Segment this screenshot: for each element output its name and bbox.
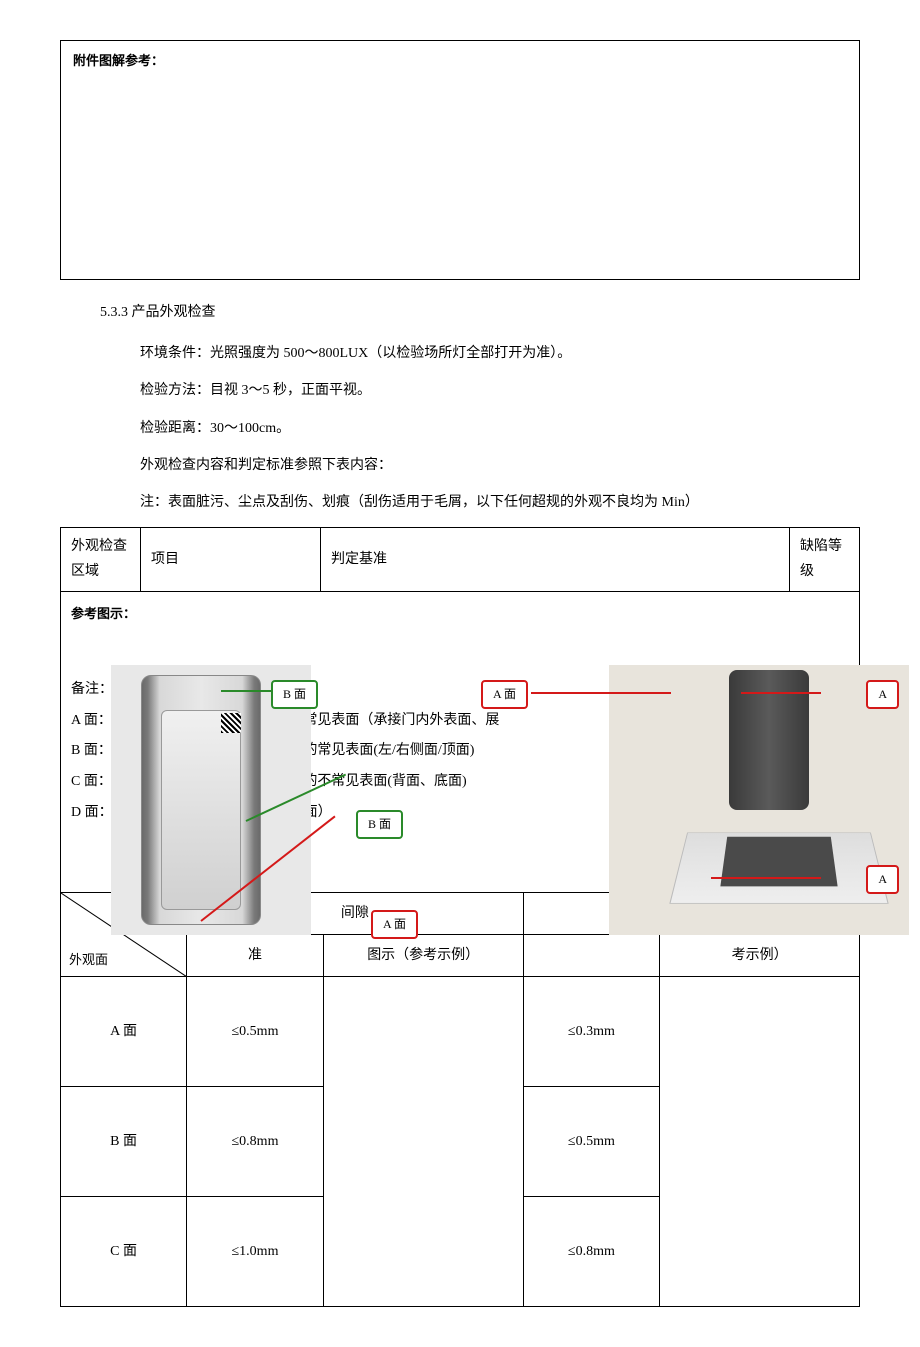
face-d-label: D 面： <box>71 805 113 820</box>
face-cell: C 面 <box>61 1196 187 1306</box>
img-header-2: 考示例） <box>660 934 860 976</box>
criteria-table: 外观检查区域 项目 判定基准 缺陷等级 <box>60 527 860 591</box>
gap-std-cell: ≤1.0mm <box>187 1196 324 1306</box>
section-title: 产品外观检查 <box>132 305 216 320</box>
device-qr-icon <box>221 713 241 733</box>
face-a-label: A 面： <box>71 713 112 728</box>
callout-a-short-1: A <box>866 680 899 710</box>
measurement-table: 外观面 间隙 准 图示（参考示例） 考示例） A 面 ≤0.5mm ≤0.3mm… <box>60 892 860 1307</box>
gap-std-cell: ≤0.5mm <box>187 976 324 1086</box>
inspection-distance: 检验距离：30～100cm。 <box>60 416 860 441</box>
face-cell: B 面 <box>61 1086 187 1196</box>
callout-a-face-left: A 面 <box>371 910 418 940</box>
gap-img-cell <box>323 976 523 1306</box>
section-heading: 5.3.3 产品外观检查 <box>60 300 860 325</box>
table-row: A 面 ≤0.5mm ≤0.3mm <box>61 976 860 1086</box>
device-front-panel <box>161 710 241 910</box>
callout-a-short-2: A <box>866 865 899 895</box>
callout-line-red-4 <box>711 877 821 879</box>
header-item: 项目 <box>141 528 321 591</box>
reference-section: 参考图示： 备注： A 面： 对的常见表面（承接门内外表面、展 前前面） B 面… <box>60 592 860 892</box>
header-defect: 缺陷等级 <box>790 528 860 591</box>
defect-note: 注：表面脏污、尘点及刮伤、划痕（刮伤适用于毛屑，以下任何超规的外观不良均为 Mi… <box>60 490 860 515</box>
device-illustration-right <box>609 665 909 935</box>
reference-title: 参考图示： <box>71 602 849 625</box>
attachment-reference-box: 附件图解参考： <box>60 40 860 280</box>
env-condition: 环境条件：光照强度为 500～800LUX（以检验场所灯全部打开为准）。 <box>60 341 860 366</box>
gap-std-cell: ≤0.8mm <box>187 1086 324 1196</box>
callout-line-green <box>221 690 271 692</box>
face-cell: A 面 <box>61 976 187 1086</box>
table-row: 外观检查区域 项目 判定基准 缺陷等级 <box>61 528 860 591</box>
attachment-title: 附件图解参考： <box>73 49 847 72</box>
img-header-1: 图示（参考示例） <box>323 934 523 976</box>
callout-b-face-top: B 面 <box>271 680 318 710</box>
header-area: 外观检查区域 <box>61 528 141 591</box>
face-b-label: B 面： <box>71 743 112 758</box>
device-right-body <box>729 670 809 810</box>
step-std-cell: ≤0.3mm <box>523 976 660 1086</box>
step-std-cell: ≤0.5mm <box>523 1086 660 1196</box>
callout-a-face-right-1: A 面 <box>481 680 528 710</box>
content-note: 外观检查内容和判定标准参照下表内容： <box>60 453 860 478</box>
face-column-label: 外观面 <box>69 948 108 971</box>
inspection-method: 检验方法：目视 3～5 秒，正面平视。 <box>60 378 860 403</box>
callout-line-red-3 <box>741 692 821 694</box>
std-header-1: 准 <box>187 934 324 976</box>
std-header-2 <box>523 934 660 976</box>
face-c-label: C 面： <box>71 774 112 789</box>
callout-b-face-mid: B 面 <box>356 810 403 840</box>
callout-line-red-2 <box>531 692 671 694</box>
step-std-cell: ≤0.8mm <box>523 1196 660 1306</box>
section-number: 5.3.3 <box>100 305 128 320</box>
header-criteria: 判定基准 <box>321 528 790 591</box>
step-img-cell <box>660 976 860 1306</box>
